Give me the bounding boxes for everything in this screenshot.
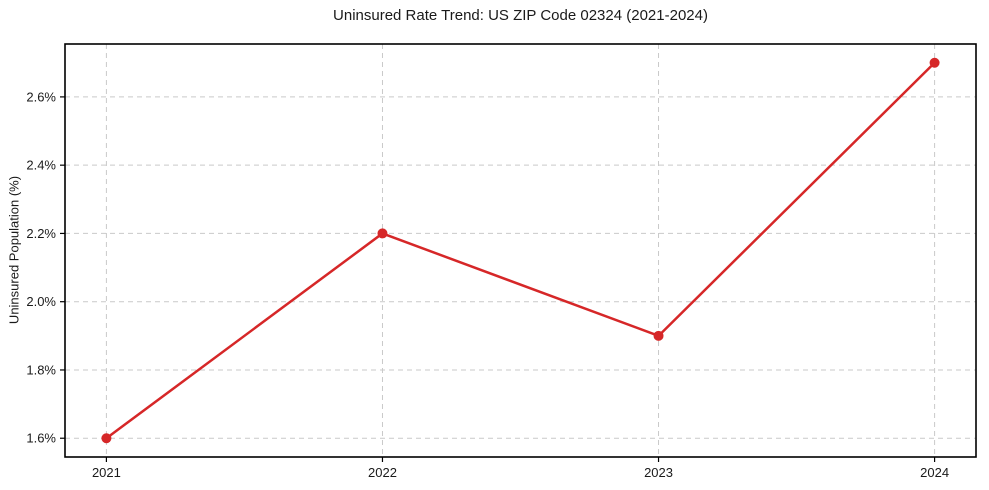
x-tick-label: 2023 <box>644 465 673 480</box>
axes-border <box>64 43 977 458</box>
chart-title: Uninsured Rate Trend: US ZIP Code 02324 … <box>333 7 708 24</box>
y-tick-label: 2.6% <box>26 89 56 104</box>
data-point <box>653 330 664 341</box>
data-point <box>101 433 112 444</box>
y-tick-label: 2.4% <box>26 158 56 173</box>
y-tick-label: 2.0% <box>26 294 56 309</box>
trend-line <box>105 61 936 440</box>
data-point <box>377 228 388 239</box>
data-point <box>929 57 940 68</box>
y-tick-label: 1.8% <box>26 362 56 377</box>
y-tick-label: 1.6% <box>26 431 56 446</box>
x-tick-label: 2022 <box>368 465 397 480</box>
x-tick-label: 2021 <box>92 465 121 480</box>
x-tick-label: 2024 <box>920 465 949 480</box>
y-tick-label: 2.2% <box>26 226 56 241</box>
